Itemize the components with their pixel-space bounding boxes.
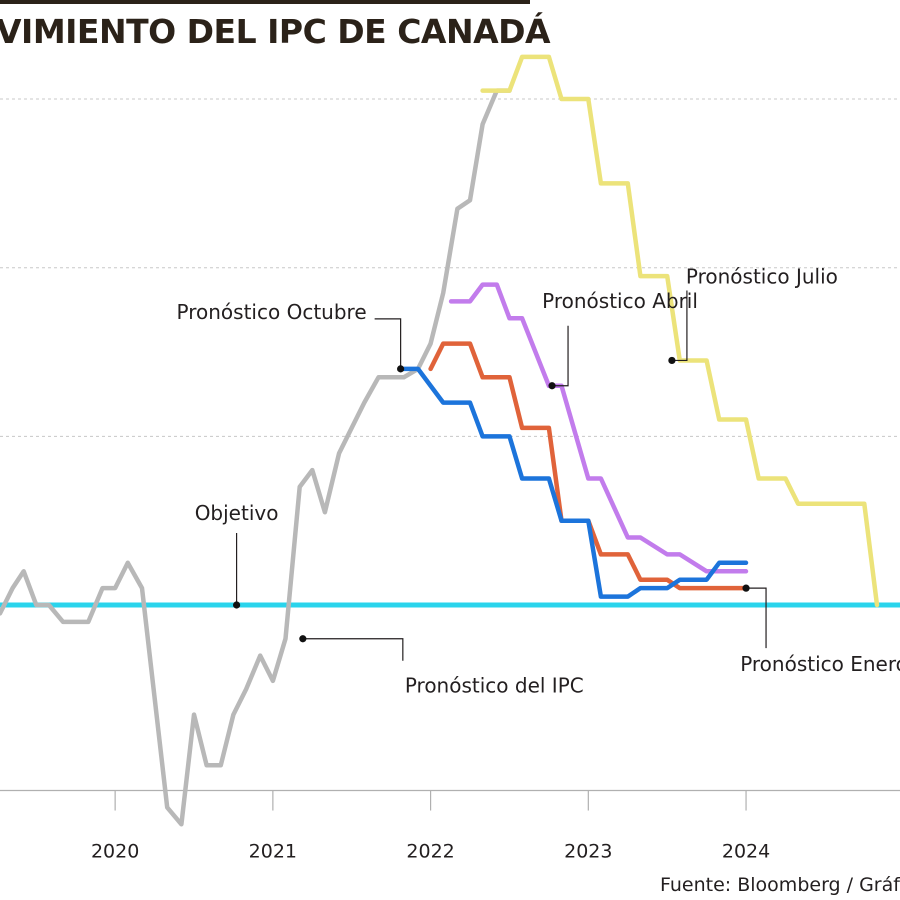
series-line-ipc (0, 88, 512, 827)
leader-octubre (374, 318, 402, 369)
series-line-abril (448, 282, 749, 574)
label-ipc: Pronóstico del IPC (405, 674, 584, 698)
annotation-leaders (232, 290, 767, 661)
marker-dot-abril (548, 382, 556, 390)
marker-dot-objetivo (232, 601, 241, 609)
label-enero: Pronóstico Enero (740, 652, 900, 676)
series-line-julio (480, 54, 880, 608)
marker-dot-enero (742, 584, 750, 592)
leader-ipc (302, 638, 404, 661)
label-julio: Pronóstico Julio (686, 264, 838, 288)
title-rule (0, 0, 530, 4)
leader-abril (552, 325, 569, 387)
x-axis: 2020 2021 2022 2023 2024 (0, 789, 900, 863)
chart-title: VIMIENTO DEL IPC DE CANADÁ (0, 12, 551, 51)
marker-dot-octubre (397, 365, 405, 373)
label-abril: Pronóstico Abril (542, 289, 698, 313)
annotation-labels: Objetivo Pronóstico Octubre Pronóstico del… (177, 264, 900, 697)
x-tick-label: 2020 (91, 841, 139, 863)
marker-dot-ipc (299, 635, 307, 643)
source-note: Fuente: Bloomberg / Gráf (660, 874, 900, 896)
label-octubre: Pronóstico Octubre (177, 300, 367, 324)
leader-enero (746, 587, 767, 649)
x-tick-label: 2021 (249, 841, 297, 863)
label-objetivo: Objetivo (195, 501, 279, 525)
x-tick-label: 2024 (722, 841, 770, 863)
series-line-enero (428, 341, 749, 591)
series-lines (0, 54, 900, 827)
x-tick-label: 2022 (406, 841, 454, 863)
series-line-octubre (401, 366, 749, 599)
x-tick-label: 2023 (564, 841, 612, 863)
marker-dot-julio (668, 356, 676, 365)
leader-julio (671, 290, 688, 362)
